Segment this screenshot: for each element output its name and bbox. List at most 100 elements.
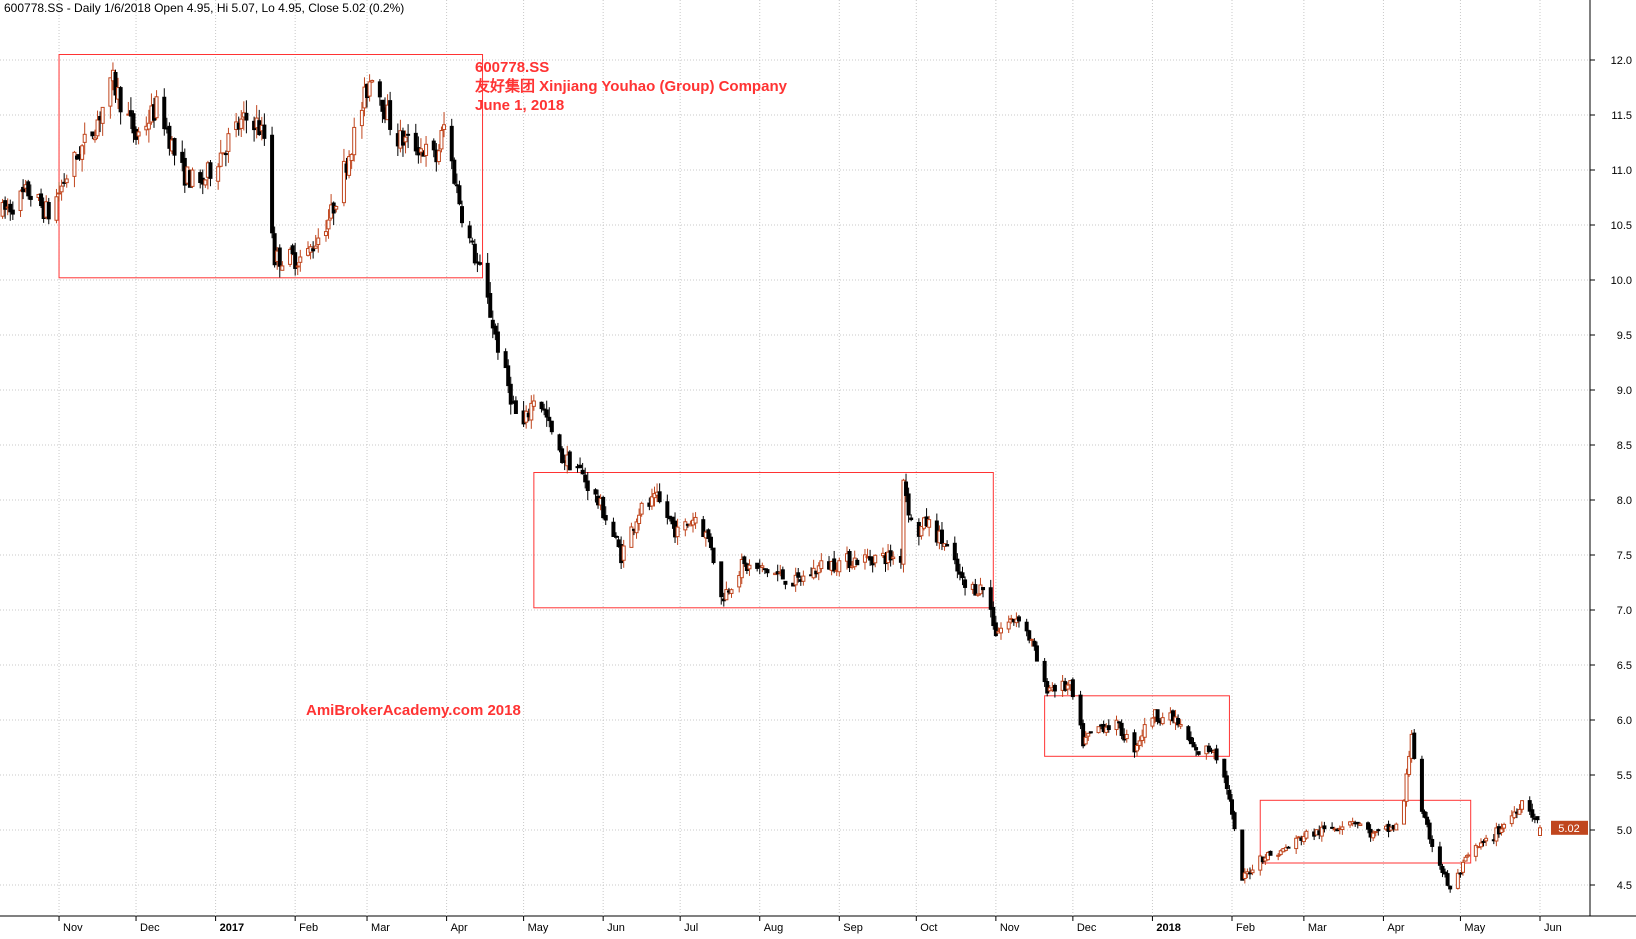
candle-body [190,169,195,187]
last-price-tag [1551,820,1588,835]
candle-body [1119,722,1124,736]
x-tick-label: Apr [1387,922,1404,934]
candle-body [862,554,867,563]
candle-body [567,451,572,471]
candle-body [470,240,475,243]
candle-body [26,181,31,197]
candle-body [1512,811,1517,819]
candle-body [1086,732,1091,737]
candle-body [1422,811,1427,818]
candle-body [1176,717,1181,726]
candle-body [1150,717,1155,727]
candle-body [706,529,711,539]
candle-body [629,526,634,548]
candle-body [1188,736,1193,745]
candle-body [1458,872,1463,875]
range-box [533,472,994,609]
candle-body [1371,832,1376,839]
candle-body [154,96,159,119]
candle-body [904,481,909,496]
candle-body [295,265,300,268]
candle-body [57,192,62,195]
candle-body [1358,823,1363,826]
candle-body [1517,808,1522,815]
candle-body [801,575,806,582]
candle-body [352,126,357,156]
candle-body [683,521,688,531]
candle-body [960,572,965,579]
candle-body [298,256,303,263]
candle-body [488,293,493,318]
candle-body [1520,800,1525,810]
candle-body [341,160,346,204]
annotation-ticker: 600778.SS [475,59,550,76]
candle-body [272,233,277,266]
candle-body [901,479,906,565]
candle-body [347,156,352,176]
y-tick-label: 4.5 [1617,880,1632,892]
candle-body [847,550,852,569]
watermark-text: AmiBrokerAcademy.com 2018 [306,702,521,719]
y-tick-label: 7.5 [1617,550,1632,562]
candle-body [1276,854,1281,857]
candle-body [1437,846,1442,866]
chart-annotation: 600778.SS 友好集团 Xinjiang Youhao (Group) C… [475,58,787,115]
candle-body [560,448,565,464]
candle-body [239,118,244,129]
y-tick-label: 8.0 [1617,495,1632,507]
candle-body [418,148,423,153]
candle-body [1117,721,1122,724]
candle-body [1502,823,1507,829]
y-tick-label: 10.5 [1611,220,1632,232]
candle-body [708,536,713,548]
candle-body [1170,710,1175,722]
candle-body [490,319,495,329]
candle-body [136,131,141,137]
candle-body [1499,828,1504,833]
x-tick-label: Mar [1308,922,1327,934]
candle-body [649,496,654,507]
candle-body [1445,873,1450,886]
candle-body [1206,745,1211,752]
y-tick-label: 5.0 [1617,825,1632,837]
candle-body [413,132,418,152]
candle-body [693,516,698,524]
candle-body [739,558,744,579]
candle-body [1088,731,1093,734]
candle-body [113,71,118,96]
candle-body [701,519,706,537]
candle-body [1425,816,1430,825]
candle-body [472,243,477,264]
x-tick-label: 2017 [220,922,244,934]
candle-body [1376,829,1381,832]
candle-body [367,81,372,97]
candle-body [1142,724,1147,738]
x-tick-label: Jul [684,922,698,934]
candle-body [277,247,282,267]
candle-body [172,138,177,156]
candle-body [760,565,765,568]
candle-body [611,521,616,537]
candle-body [1355,821,1360,825]
candle-body [1006,621,1011,630]
candle-body [578,464,583,469]
y-tick-label: 10.0 [1611,275,1632,287]
candle-body [218,152,223,167]
candle-body [601,496,606,519]
candle-body [614,535,618,538]
candle-body [1430,838,1435,847]
candle-body [1440,866,1445,873]
candle-body [1407,755,1412,775]
candle-body [59,185,64,193]
candle-body [765,569,770,574]
candle-body [1034,645,1039,662]
candle-body [1527,800,1532,812]
candle-body [1538,827,1542,836]
y-tick-label: 7.0 [1617,605,1632,617]
candle-body [539,401,544,410]
candle-body [1366,822,1371,830]
candle-body [323,231,328,237]
candle-body [837,560,842,573]
candle-body [508,383,513,405]
